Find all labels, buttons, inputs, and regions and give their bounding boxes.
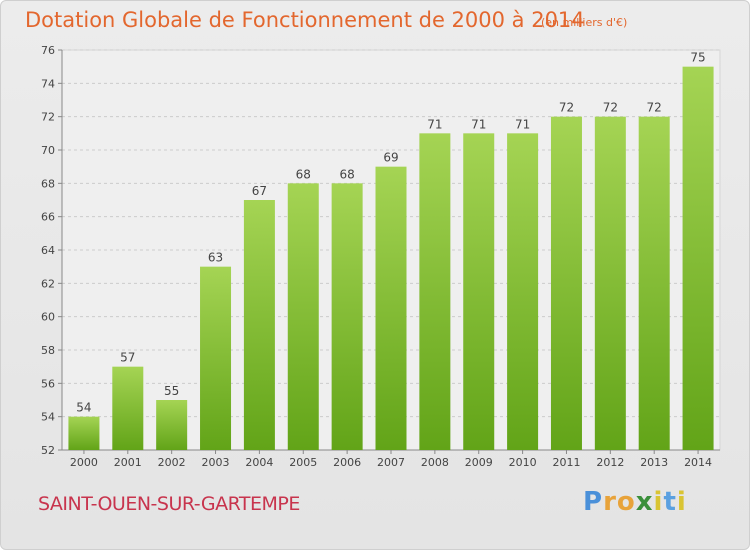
x-tick-label: 2013: [640, 456, 668, 469]
y-tick-label: 68: [41, 177, 55, 190]
chart-subtitle: (en milliers d'€): [541, 16, 628, 29]
chart-title: Dotation Globale de Fonctionnement de 20…: [25, 8, 585, 32]
commune-name: SAINT-OUEN-SUR-GARTEMPE: [38, 493, 300, 515]
x-tick-label: 2006: [333, 456, 361, 469]
data-label: 67: [252, 184, 267, 198]
bar: [112, 366, 144, 450]
data-label: 72: [603, 101, 618, 115]
y-tick-label: 66: [41, 211, 55, 224]
bar: [375, 166, 407, 450]
y-tick-label: 54: [41, 411, 55, 424]
data-label: 72: [647, 101, 662, 115]
y-tick-label: 56: [41, 377, 55, 390]
bar: [594, 116, 626, 451]
x-tick-label: 2008: [421, 456, 449, 469]
bar: [243, 200, 275, 450]
y-tick-label: 72: [41, 111, 55, 124]
data-label: 72: [559, 101, 574, 115]
x-tick-label: 2005: [289, 456, 317, 469]
bar: [507, 133, 539, 451]
brand-logo: Proxiti: [583, 487, 687, 517]
y-tick-label: 70: [41, 144, 55, 157]
x-tick-label: 2001: [114, 456, 142, 469]
x-tick-label: 2012: [596, 456, 624, 469]
x-tick-label: 2009: [465, 456, 493, 469]
x-tick-label: 2004: [245, 456, 273, 469]
x-tick-label: 2000: [70, 456, 98, 469]
bar: [68, 416, 100, 450]
data-label: 75: [690, 51, 705, 65]
x-tick-label: 2002: [158, 456, 186, 469]
data-label: 71: [515, 117, 530, 131]
y-tick-label: 58: [41, 344, 55, 357]
x-tick-label: 2010: [509, 456, 537, 469]
data-label: 71: [471, 117, 486, 131]
data-label: 63: [208, 251, 223, 265]
x-tick-label: 2014: [684, 456, 712, 469]
data-label: 54: [76, 401, 91, 415]
data-label: 55: [164, 384, 179, 398]
y-tick-label: 74: [41, 77, 55, 90]
data-label: 68: [296, 167, 311, 181]
bar: [682, 66, 714, 451]
bar: [463, 133, 495, 451]
y-tick-label: 76: [41, 44, 55, 57]
bar: [156, 400, 188, 450]
bar: [638, 116, 670, 451]
bar: [200, 266, 232, 450]
x-tick-label: 2007: [377, 456, 405, 469]
bar: [550, 116, 582, 451]
data-label: 57: [120, 351, 135, 365]
data-label: 69: [383, 151, 398, 165]
data-label: 68: [339, 167, 354, 181]
y-tick-label: 60: [41, 311, 55, 324]
data-label: 71: [427, 117, 442, 131]
y-tick-label: 62: [41, 277, 55, 290]
bar: [419, 133, 451, 451]
y-tick-label: 52: [41, 444, 55, 457]
bar: [287, 183, 319, 451]
y-tick-label: 64: [41, 244, 55, 257]
bar: [331, 183, 363, 451]
x-tick-label: 2003: [202, 456, 230, 469]
x-tick-label: 2011: [552, 456, 580, 469]
